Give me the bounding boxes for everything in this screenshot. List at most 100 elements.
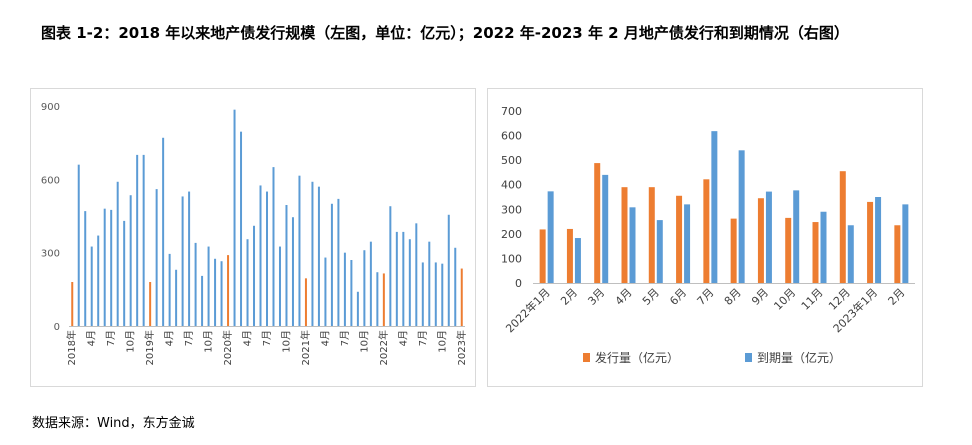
bar [317, 186, 320, 326]
bar [460, 268, 463, 326]
bar [90, 246, 93, 326]
legend-swatch [583, 353, 590, 362]
y-tick-label: 0 [54, 322, 60, 333]
y-tick-label: 500 [501, 154, 522, 167]
x-tick-label: 10月 [125, 330, 137, 353]
bar [382, 273, 385, 326]
bar [201, 275, 204, 326]
x-tick-label: 2022年 [377, 330, 390, 365]
bar [369, 241, 372, 326]
left-chart-panel: 0 300 600 900 2018年 4月 7月 10月 2019年 4月 7月 10月 2020年 4… [30, 88, 476, 387]
bar-maturity [684, 204, 691, 283]
x-tick-label: 4月 [397, 330, 409, 346]
y-tick-label: 300 [41, 249, 60, 260]
bar [330, 203, 333, 326]
x-tick-label: 7月 [417, 330, 429, 346]
bar-maturity [793, 190, 800, 283]
bar [103, 208, 106, 326]
bar [324, 257, 327, 326]
bar [246, 239, 249, 326]
legend-label: 发行量（亿元） [595, 350, 679, 365]
bar-issuance [867, 201, 874, 283]
bar-issuance [730, 218, 737, 283]
y-tick-label: 900 [41, 102, 60, 113]
bar [116, 181, 119, 326]
bar [266, 191, 268, 326]
bar-maturity [656, 220, 663, 283]
x-tick-label: 9月 [749, 286, 771, 308]
x-tick-label: 4月 [613, 286, 635, 308]
x-tick-label: 8月 [722, 286, 744, 308]
x-tick-label: 4月 [164, 330, 176, 346]
figure-title: 图表 1-2：2018 年以来地产债发行规模（左图，单位：亿元）；2022 年-… [41, 24, 849, 42]
bar [194, 242, 197, 326]
bar [447, 214, 450, 326]
bar [428, 241, 431, 326]
y-tick-label: 100 [501, 252, 522, 265]
bar [77, 164, 80, 326]
y-tick-label: 700 [501, 105, 522, 118]
x-tick-label: 2020年 [221, 330, 234, 365]
bar [356, 291, 359, 326]
bar [220, 261, 223, 326]
bar [402, 231, 405, 326]
bar [162, 137, 165, 326]
legend-label: 到期量（亿元） [757, 350, 841, 365]
bar [253, 225, 256, 326]
bar-maturity [547, 191, 554, 283]
bar-issuance [757, 198, 764, 283]
bar [441, 263, 444, 326]
y-tick-label: 0 [515, 277, 522, 290]
bar [110, 209, 113, 326]
x-tick-label: 10月 [280, 330, 292, 353]
bar [233, 109, 236, 327]
x-tick-label: 10月 [358, 330, 370, 353]
bar-issuance [676, 195, 683, 283]
x-tick-label: 2018年 [65, 330, 78, 365]
bar [207, 246, 210, 326]
bar-issuance [594, 163, 601, 283]
x-tick-label: 2022年1月 [503, 285, 553, 335]
x-tick-label: 11月 [799, 286, 826, 313]
x-tick-label: 5月 [640, 286, 662, 308]
x-tick-label: 7月 [183, 330, 195, 346]
bar [71, 282, 74, 326]
bar [343, 252, 346, 326]
x-tick-label: 2023年 [455, 330, 468, 365]
bar-maturity [711, 131, 718, 283]
bar [149, 282, 152, 326]
bar [168, 253, 171, 326]
bar [188, 191, 191, 326]
bar-issuance [812, 222, 819, 283]
x-tick-label: 2月 [886, 286, 908, 308]
bar [175, 269, 178, 326]
x-tick-label: 10月 [436, 330, 448, 353]
bar [272, 167, 275, 326]
y-tick-label: 600 [501, 130, 522, 143]
bar-maturity [629, 207, 636, 283]
x-tick-label: 10月 [771, 286, 798, 313]
bar [155, 189, 158, 326]
bar-issuance [648, 187, 655, 283]
source-note: 数据来源：Wind，东方金诚 [32, 416, 195, 431]
bar-issuance [894, 225, 901, 283]
x-tick-label: 3月 [585, 286, 607, 308]
bar [389, 206, 392, 326]
bar [350, 260, 353, 326]
bar-maturity [602, 174, 609, 283]
bar-issuance [703, 179, 710, 283]
bar [395, 231, 398, 326]
y-tick-label: 600 [41, 175, 60, 186]
bar-issuance [785, 217, 792, 283]
bar [304, 278, 307, 326]
x-tick-label: 2021年 [299, 330, 312, 365]
y-tick-label: 400 [501, 179, 522, 192]
bar-issuance [839, 171, 846, 283]
x-tick-label: 7月 [339, 330, 351, 346]
bar-issuance [621, 187, 628, 283]
bar [214, 258, 217, 326]
legend-swatch [745, 353, 752, 362]
bar [129, 195, 132, 326]
bar [136, 154, 139, 326]
left-bar-chart: 0 300 600 900 2018年 4月 7月 10月 2019年 4月 7月 10月 2020年 4… [41, 102, 468, 365]
